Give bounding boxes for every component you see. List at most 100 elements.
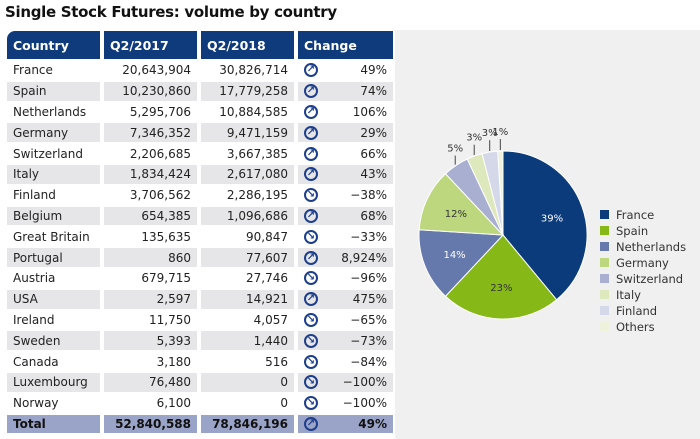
pie-slice-netherlands (418, 229, 505, 297)
legend-swatch (600, 226, 609, 235)
table-row: USA 2,597 14,921 ↗ 475% (7, 289, 393, 309)
change-value: 106% (352, 104, 387, 119)
arrow-down-right-icon: ↘ (304, 271, 318, 286)
q2-2018-cell: 27,746 (201, 268, 294, 288)
q2-2018-cell: 17,779,258 (201, 81, 294, 101)
arrow-down-right-icon: ↘ (304, 354, 318, 369)
table-row: Sweden 5,393 1,440 ↘ −73% (7, 331, 393, 351)
country-cell: Ireland (7, 310, 100, 330)
change-value: 8,924% (341, 250, 387, 265)
pie-label: 3% (482, 128, 498, 139)
q2-2017-cell: 679,715 (104, 268, 197, 288)
legend-swatch (600, 242, 609, 251)
q2-2017-cell: 10,230,860 (104, 81, 197, 101)
change-value: −100% (342, 396, 387, 411)
q2-2017-cell: 5,295,706 (104, 102, 197, 122)
q2-2017-cell: 52,840,588 (104, 414, 197, 434)
change-value: −84% (350, 354, 387, 369)
change-cell: ↘ −84% (298, 352, 393, 371)
change-value: 74% (360, 84, 387, 99)
page-title: Single Stock Futures: volume by country (5, 3, 337, 21)
pie-label: 39% (541, 213, 563, 224)
change-value: −33% (350, 229, 387, 244)
q2-2017-cell: 6,100 (104, 393, 197, 413)
change-cell: ↗ 74% (298, 81, 393, 101)
change-cell: ↗ 49% (298, 61, 393, 80)
q2-2018-cell: 10,884,585 (201, 102, 294, 122)
arrow-up-right-icon: ↗ (304, 84, 318, 99)
table-row: Switzerland 2,206,685 3,667,385 ↗ 66% (7, 144, 393, 163)
arrow-down-right-icon: ↘ (304, 396, 318, 411)
country-cell: Norway (7, 393, 100, 413)
change-value: −38% (350, 188, 387, 203)
legend-label: Italy (616, 288, 641, 302)
table-row: Finland 3,706,562 2,286,195 ↘ −38% (7, 185, 393, 205)
table-row: Norway 6,100 0 ↘ −100% (7, 393, 393, 413)
arrow-up-right-icon: ↗ (304, 146, 318, 161)
header-q2-2017: Q2/2017 (104, 31, 197, 59)
q2-2017-cell: 654,385 (104, 206, 197, 226)
arrow-down-right-icon: ↘ (304, 333, 318, 348)
country-cell: Luxembourg (7, 372, 100, 392)
table-row: Great Britain 135,635 90,847 ↘ −33% (7, 227, 393, 247)
arrow-up-right-icon: ↗ (304, 416, 318, 431)
legend-swatch (600, 274, 609, 283)
change-value: 29% (360, 125, 387, 140)
pie-slice-france (502, 150, 588, 301)
arrow-down-right-icon: ↘ (304, 188, 318, 203)
country-cell: Netherlands (7, 102, 100, 122)
country-cell: Finland (7, 185, 100, 205)
legend-label: Netherlands (616, 240, 686, 254)
q2-2017-cell: 20,643,904 (104, 61, 197, 80)
country-cell: USA (7, 289, 100, 309)
change-cell: ↘ −100% (298, 372, 393, 392)
legend-swatch (600, 306, 609, 315)
q2-2017-cell: 2,206,685 (104, 144, 197, 163)
header-country: Country (7, 31, 100, 59)
change-cell: ↘ −100% (298, 393, 393, 413)
arrow-down-right-icon: ↘ (304, 312, 318, 327)
table-row: France 20,643,904 30,826,714 ↗ 49% (7, 61, 393, 80)
change-cell: ↘ −65% (298, 310, 393, 330)
pie-label: 12% (445, 209, 467, 220)
change-cell: ↗ 43% (298, 164, 393, 184)
q2-2018-cell: 77,607 (201, 248, 294, 267)
country-cell: Austria (7, 268, 100, 288)
legend-swatch (600, 210, 609, 219)
country-cell: Portugal (7, 248, 100, 267)
table-row: Luxembourg 76,480 0 ↘ −100% (7, 372, 393, 392)
change-cell: ↘ −73% (298, 331, 393, 351)
legend-label: Switzerland (616, 272, 683, 286)
arrow-down-right-icon: ↘ (304, 229, 318, 244)
table-header: Country Q2/2017 Q2/2018 Change (7, 31, 393, 59)
q2-2018-cell: 3,667,385 (201, 144, 294, 163)
change-cell: ↗ 29% (298, 123, 393, 143)
change-cell: ↘ −33% (298, 227, 393, 247)
pie-label: 1% (492, 127, 508, 138)
q2-2017-cell: 2,597 (104, 289, 197, 309)
country-cell: Germany (7, 123, 100, 143)
legend-label: France (616, 208, 654, 222)
arrow-up-right-icon: ↗ (304, 167, 318, 182)
q2-2018-cell: 2,286,195 (201, 185, 294, 205)
change-cell: ↗ 106% (298, 102, 393, 122)
country-cell: Belgium (7, 206, 100, 226)
change-value: 66% (360, 146, 387, 161)
table-row: Austria 679,715 27,746 ↘ −96% (7, 268, 393, 288)
country-cell: Switzerland (7, 144, 100, 163)
q2-2017-cell: 135,635 (104, 227, 197, 247)
q2-2018-cell: 1,096,686 (201, 206, 294, 226)
change-cell: ↗ 66% (298, 144, 393, 163)
q2-2017-cell: 3,180 (104, 352, 197, 371)
change-cell: ↗ 475% (298, 289, 393, 309)
table-row: Spain 10,230,860 17,779,258 ↗ 74% (7, 81, 393, 101)
country-cell: Total (7, 414, 100, 434)
pie-chart: 39% France 23% Spain 14% Netherlands 12% German… (418, 127, 686, 334)
q2-2018-cell: 0 (201, 372, 294, 392)
total-row: Total 52,840,588 78,846,196 ↗ 49% (7, 414, 393, 434)
legend-label: Finland (616, 304, 657, 318)
table-row: Canada 3,180 516 ↘ −84% (7, 352, 393, 371)
country-cell: Sweden (7, 331, 100, 351)
table-row: Ireland 11,750 4,057 ↘ −65% (7, 310, 393, 330)
pie-label: 3% (466, 133, 482, 144)
